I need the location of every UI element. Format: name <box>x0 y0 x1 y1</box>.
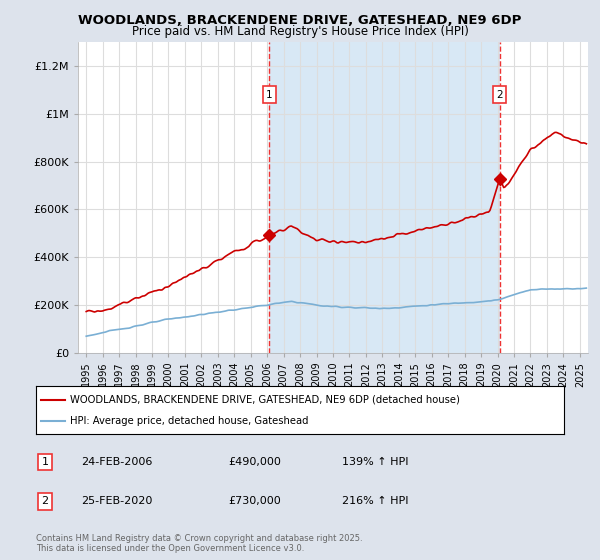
Text: 1: 1 <box>266 90 273 100</box>
Text: 139% ↑ HPI: 139% ↑ HPI <box>342 457 409 467</box>
Text: 2: 2 <box>41 496 49 506</box>
Text: WOODLANDS, BRACKENDENE DRIVE, GATESHEAD, NE9 6DP: WOODLANDS, BRACKENDENE DRIVE, GATESHEAD,… <box>79 14 521 27</box>
Text: 2: 2 <box>497 90 503 100</box>
Text: 1: 1 <box>41 457 49 467</box>
Text: HPI: Average price, detached house, Gateshead: HPI: Average price, detached house, Gate… <box>70 416 309 426</box>
Text: £730,000: £730,000 <box>228 496 281 506</box>
Text: Contains HM Land Registry data © Crown copyright and database right 2025.
This d: Contains HM Land Registry data © Crown c… <box>36 534 362 553</box>
Bar <box>269 42 500 353</box>
Text: WOODLANDS, BRACKENDENE DRIVE, GATESHEAD, NE9 6DP (detached house): WOODLANDS, BRACKENDENE DRIVE, GATESHEAD,… <box>70 395 460 405</box>
Text: Price paid vs. HM Land Registry's House Price Index (HPI): Price paid vs. HM Land Registry's House … <box>131 25 469 38</box>
Text: £490,000: £490,000 <box>228 457 281 467</box>
Text: 25-FEB-2020: 25-FEB-2020 <box>81 496 152 506</box>
Text: 216% ↑ HPI: 216% ↑ HPI <box>342 496 409 506</box>
Text: 24-FEB-2006: 24-FEB-2006 <box>81 457 152 467</box>
